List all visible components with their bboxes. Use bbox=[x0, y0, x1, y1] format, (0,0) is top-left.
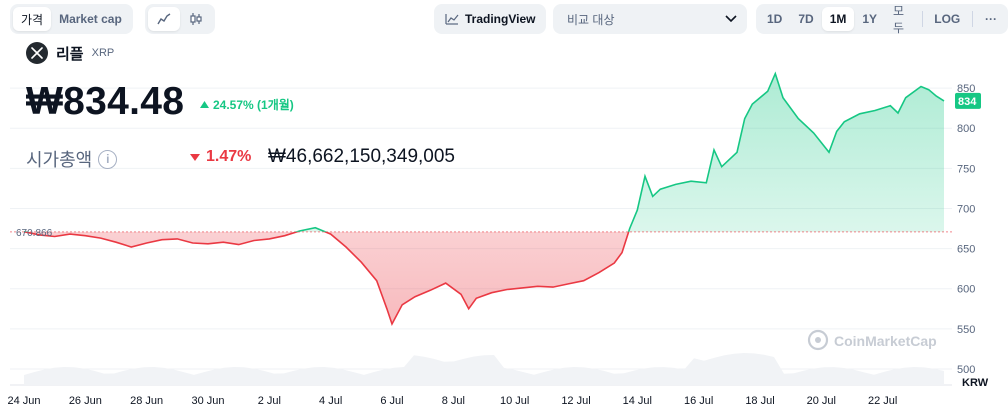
x-tick-label: 24 Jun bbox=[7, 395, 40, 407]
x-tick-label: 12 Jul bbox=[561, 395, 590, 407]
chart-toolbar: 가격 Market cap TradingView 비교 대상 1D 7D 1M… bbox=[0, 4, 1008, 35]
range-7d[interactable]: 7D bbox=[798, 12, 814, 26]
y-tick-label: 650 bbox=[957, 244, 975, 256]
coin-header: 리플 XRP bbox=[26, 42, 114, 64]
market-cap-change-value: 1.47% bbox=[206, 148, 252, 165]
coin-name: 리플 bbox=[56, 45, 84, 63]
market-cap-value: ₩46,662,150,349,005 bbox=[268, 146, 455, 167]
x-tick-label: 20 Jul bbox=[807, 395, 836, 407]
x-tick-label: 16 Jul bbox=[684, 395, 713, 407]
x-tick-label: 2 Jul bbox=[258, 395, 281, 407]
x-tick-label: 6 Jul bbox=[380, 395, 403, 407]
compare-placeholder: 비교 대상 bbox=[567, 12, 615, 27]
coinmarketcap-watermark: CoinMarketCap bbox=[807, 329, 937, 351]
more-options-button[interactable]: ··· bbox=[985, 12, 998, 26]
market-cap-label: 시가총액 i bbox=[26, 146, 118, 172]
currency-unit: KRW bbox=[962, 377, 989, 389]
range-1m[interactable]: 1M bbox=[821, 7, 855, 31]
price-change-value: 24.57% (1개월) bbox=[213, 98, 294, 112]
chevron-down-icon bbox=[725, 15, 737, 23]
x-tick-label: 22 Jul bbox=[868, 395, 897, 407]
y-tick-label: 600 bbox=[957, 284, 975, 296]
info-icon[interactable]: i bbox=[98, 149, 118, 169]
x-tick-label: 30 Jun bbox=[191, 395, 224, 407]
triangle-down-icon bbox=[190, 153, 200, 161]
tradingview-toggle: TradingView bbox=[434, 4, 547, 34]
y-axis: 500 550 600 650 700 750 800 850 bbox=[957, 83, 975, 376]
xrp-logo-icon bbox=[26, 42, 48, 64]
volume-area bbox=[24, 353, 944, 385]
price-fill-down bbox=[24, 231, 629, 324]
x-tick-label: 10 Jul bbox=[500, 395, 529, 407]
range-1d[interactable]: 1D bbox=[767, 12, 783, 26]
volume-silhouette bbox=[24, 353, 944, 385]
tab-market-cap[interactable]: Market cap bbox=[59, 12, 122, 26]
chart-type-tabs: 가격 Market cap bbox=[10, 4, 133, 34]
y-tick-label: 850 bbox=[957, 83, 975, 95]
x-tick-label: 18 Jul bbox=[745, 395, 774, 407]
tradingview-chart-icon bbox=[445, 14, 459, 25]
y-tick-label: 700 bbox=[957, 203, 975, 215]
price-line bbox=[23, 71, 945, 327]
price-change: 24.57% (1개월) bbox=[200, 96, 294, 113]
compare-select[interactable]: 비교 대상 bbox=[553, 4, 747, 34]
x-tick-label: 14 Jul bbox=[623, 395, 652, 407]
line-chart-icon[interactable] bbox=[148, 7, 180, 31]
current-price-badge: 834 bbox=[955, 92, 981, 109]
tab-price[interactable]: 가격 bbox=[13, 7, 52, 31]
open-price-label: 670.866 bbox=[16, 228, 53, 239]
watermark-text: CoinMarketCap bbox=[834, 333, 937, 349]
x-tick-label: 26 Jun bbox=[69, 395, 102, 407]
range-1y[interactable]: 1Y bbox=[862, 12, 878, 26]
x-tick-label: 4 Jul bbox=[319, 395, 342, 407]
chart-style-toggle bbox=[145, 4, 215, 34]
range-all[interactable]: 모두 bbox=[893, 4, 905, 35]
current-price: ₩834.48 bbox=[26, 80, 185, 123]
market-cap-change: 1.47% bbox=[190, 148, 251, 166]
price-fill bbox=[24, 73, 944, 324]
log-toggle[interactable]: LOG bbox=[934, 12, 961, 26]
divider bbox=[972, 11, 974, 27]
tradingview-label: TradingView bbox=[465, 12, 536, 26]
candlestick-icon[interactable] bbox=[180, 7, 212, 31]
price-line-up bbox=[23, 71, 945, 232]
price-line-down bbox=[23, 231, 630, 327]
y-tick-label: 750 bbox=[957, 163, 975, 175]
time-range-tabs: 1D 7D 1M 1Y 모두 LOG ··· bbox=[756, 4, 1008, 35]
y-tick-label: 550 bbox=[957, 324, 975, 336]
current-price-value: 834 bbox=[958, 96, 977, 108]
y-tick-label: 800 bbox=[957, 123, 975, 135]
triangle-up-icon bbox=[200, 101, 209, 108]
y-tick-label: 500 bbox=[957, 364, 975, 376]
market-cap-title: 시가총액 bbox=[26, 150, 93, 170]
x-axis: 24 Jun 26 Jun 28 Jun 30 Jun 2 Jul 4 Jul 6 Jul 8… bbox=[7, 395, 897, 407]
coin-symbol: XRP bbox=[91, 47, 115, 59]
x-tick-label: 28 Jun bbox=[130, 395, 163, 407]
price-fill-up bbox=[24, 73, 944, 232]
divider bbox=[921, 11, 923, 27]
tradingview-button[interactable]: TradingView bbox=[437, 7, 543, 31]
x-tick-label: 8 Jul bbox=[442, 395, 465, 407]
